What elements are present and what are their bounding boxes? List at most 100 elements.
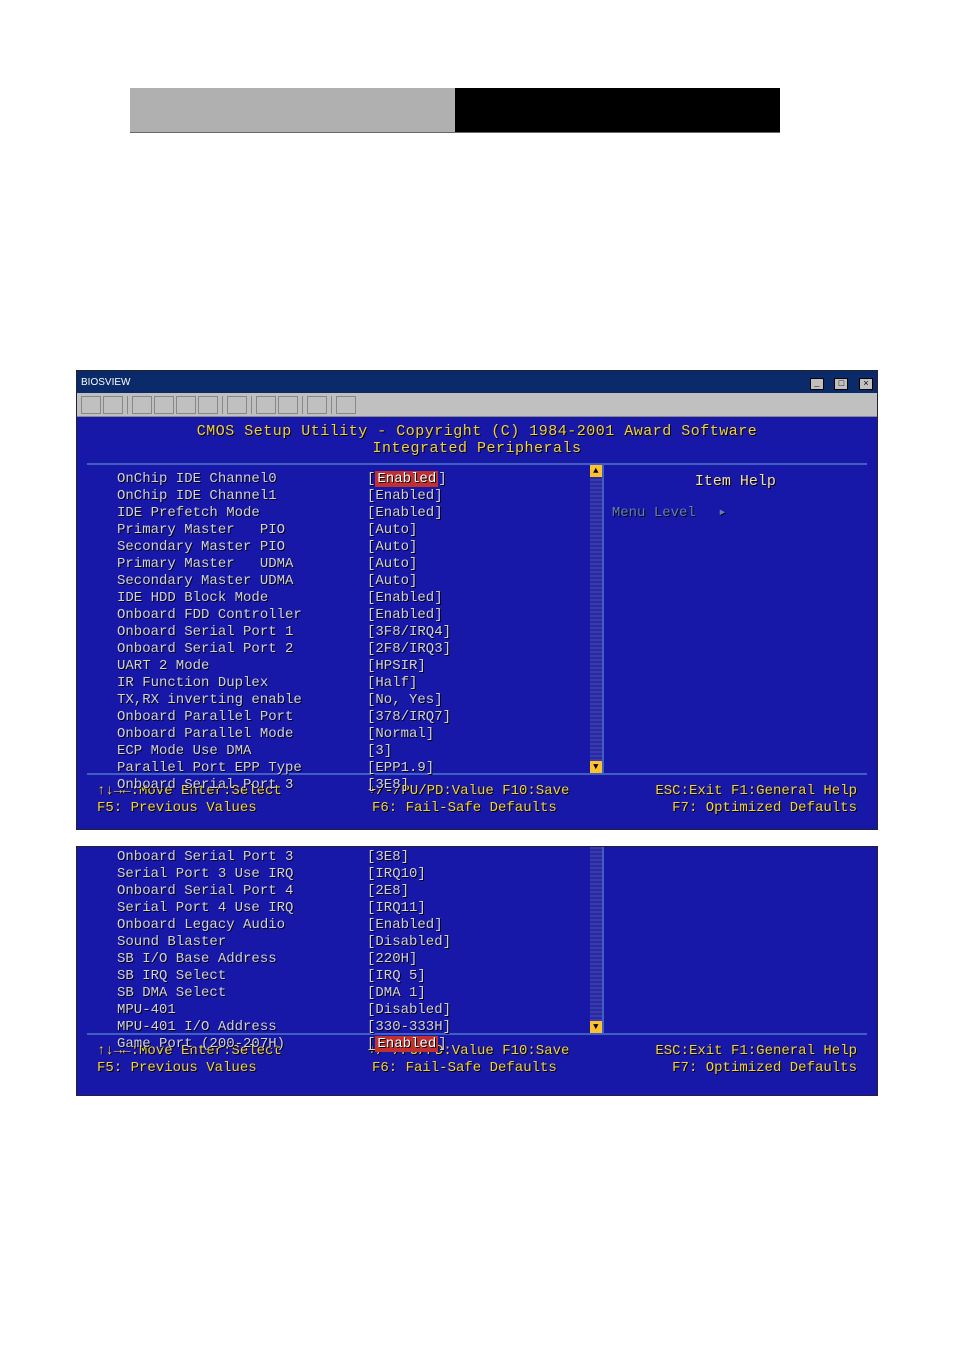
footer-hint: ESC:Exit F1:General Help: [655, 1043, 857, 1060]
menu-level-label: Menu Level: [612, 505, 696, 521]
scroll-down-icon[interactable]: ▼: [590, 1021, 602, 1033]
minimize-button[interactable]: _: [810, 378, 824, 390]
bios-screen: CMOS Setup Utility - Copyright (C) 1984-…: [77, 417, 877, 829]
maximize-button[interactable]: □: [834, 378, 848, 390]
scroll-up-icon[interactable]: ▲: [590, 465, 602, 477]
bios-help-panel: Item Help Menu Level ▸: [602, 465, 867, 773]
footer-hint: F5: Previous Values: [97, 1060, 257, 1077]
toolbar-button[interactable]: [256, 396, 276, 414]
scrollbar[interactable]: ▲ ▼: [590, 465, 602, 773]
setting-row[interactable]: SB DMA Select[DMA 1]: [117, 985, 598, 1002]
setting-row[interactable]: Secondary Master PIO[Auto]: [117, 539, 598, 556]
setting-value: [2F8/IRQ3]: [367, 641, 451, 658]
setting-row[interactable]: Serial Port 4 Use IRQ[IRQ11]: [117, 900, 598, 917]
setting-row[interactable]: Primary Master UDMA[Auto]: [117, 556, 598, 573]
footer-hint: F7: Optimized Defaults: [672, 1060, 857, 1077]
setting-value: [Enabled]: [367, 607, 443, 624]
setting-value: [Disabled]: [367, 1002, 451, 1019]
setting-label: Onboard FDD Controller: [117, 607, 367, 624]
setting-value: [IRQ 5]: [367, 968, 426, 985]
bios-title-line1: CMOS Setup Utility - Copyright (C) 1984-…: [197, 423, 758, 440]
setting-row[interactable]: SB I/O Base Address[220H]: [117, 951, 598, 968]
setting-row[interactable]: IDE Prefetch Mode[Enabled]: [117, 505, 598, 522]
toolbar-button[interactable]: [336, 396, 356, 414]
toolbar-button[interactable]: [227, 396, 247, 414]
bios-content: OnChip IDE Channel0[Enabled]OnChip IDE C…: [87, 463, 867, 775]
scroll-down-icon[interactable]: ▼: [590, 761, 602, 773]
setting-row[interactable]: IDE HDD Block Mode[Enabled]: [117, 590, 598, 607]
setting-label: Primary Master UDMA: [117, 556, 367, 573]
setting-row[interactable]: Onboard Serial Port 3[3E8]: [117, 777, 598, 794]
setting-label: UART 2 Mode: [117, 658, 367, 675]
setting-row[interactable]: Sound Blaster[Disabled]: [117, 934, 598, 951]
setting-label: MPU-401 I/O Address: [117, 1019, 367, 1036]
setting-label: Secondary Master UDMA: [117, 573, 367, 590]
setting-row[interactable]: OnChip IDE Channel1[Enabled]: [117, 488, 598, 505]
scrollbar[interactable]: ▼: [590, 847, 602, 1033]
setting-label: IDE Prefetch Mode: [117, 505, 367, 522]
footer-hint: F7: Optimized Defaults: [672, 800, 857, 817]
setting-row[interactable]: Onboard Legacy Audio[Enabled]: [117, 917, 598, 934]
setting-row[interactable]: Secondary Master UDMA[Auto]: [117, 573, 598, 590]
setting-row[interactable]: MPU-401 I/O Address[330-333H]: [117, 1019, 598, 1036]
setting-value: [IRQ11]: [367, 900, 426, 917]
setting-label: Onboard Parallel Port: [117, 709, 367, 726]
setting-label: Serial Port 4 Use IRQ: [117, 900, 367, 917]
footer-hint: ESC:Exit F1:General Help: [655, 783, 857, 800]
setting-row[interactable]: Onboard Serial Port 2[2F8/IRQ3]: [117, 641, 598, 658]
setting-value: [3F8/IRQ4]: [367, 624, 451, 641]
setting-value: [Disabled]: [367, 934, 451, 951]
setting-label: SB IRQ Select: [117, 968, 367, 985]
setting-row[interactable]: Onboard Serial Port 1[3F8/IRQ4]: [117, 624, 598, 641]
setting-value: [HPSIR]: [367, 658, 426, 675]
setting-label: IR Function Duplex: [117, 675, 367, 692]
footer-hint: F5: Previous Values: [97, 800, 257, 817]
header-band: [130, 88, 780, 133]
setting-row[interactable]: Onboard Parallel Mode[Normal]: [117, 726, 598, 743]
setting-row[interactable]: IR Function Duplex[Half]: [117, 675, 598, 692]
setting-row[interactable]: Primary Master PIO[Auto]: [117, 522, 598, 539]
bios-help-panel-cont: [602, 847, 867, 1033]
setting-value: [Enabled]: [367, 1036, 447, 1053]
toolbar-button[interactable]: [278, 396, 298, 414]
setting-value: [330-333H]: [367, 1019, 451, 1036]
close-button[interactable]: ×: [859, 378, 873, 390]
setting-row[interactable]: Onboard FDD Controller[Enabled]: [117, 607, 598, 624]
setting-label: IDE HDD Block Mode: [117, 590, 367, 607]
setting-value: [Enabled]: [367, 505, 443, 522]
toolbar-button[interactable]: [176, 396, 196, 414]
setting-row[interactable]: Serial Port 3 Use IRQ[IRQ10]: [117, 866, 598, 883]
setting-row[interactable]: Onboard Parallel Port[378/IRQ7]: [117, 709, 598, 726]
setting-row[interactable]: Parallel Port EPP Type[EPP1.9]: [117, 760, 598, 777]
setting-label: Onboard Serial Port 1: [117, 624, 367, 641]
setting-row[interactable]: ECP Mode Use DMA[3]: [117, 743, 598, 760]
setting-value: [3E8]: [367, 777, 409, 794]
setting-row[interactable]: TX,RX inverting enable[No, Yes]: [117, 692, 598, 709]
setting-row[interactable]: MPU-401[Disabled]: [117, 1002, 598, 1019]
toolbar-button[interactable]: [198, 396, 218, 414]
setting-label: Onboard Serial Port 4: [117, 883, 367, 900]
setting-value: [Auto]: [367, 522, 417, 539]
setting-value: [IRQ10]: [367, 866, 426, 883]
window-title: BIOSVIEW: [81, 377, 130, 388]
setting-row[interactable]: Onboard Serial Port 4[2E8]: [117, 883, 598, 900]
bios-content-cont: Onboard Serial Port 3[3E8]Serial Port 3 …: [87, 847, 867, 1035]
toolbar-button[interactable]: [132, 396, 152, 414]
setting-value: [Half]: [367, 675, 417, 692]
toolbar-button[interactable]: [103, 396, 123, 414]
setting-row[interactable]: SB IRQ Select[IRQ 5]: [117, 968, 598, 985]
toolbar-button[interactable]: [81, 396, 101, 414]
setting-label: ECP Mode Use DMA: [117, 743, 367, 760]
window-titlebar[interactable]: BIOSVIEW _ □ ×: [77, 371, 877, 393]
bios-screen-cont: Onboard Serial Port 3[3E8]Serial Port 3 …: [77, 847, 877, 1095]
setting-label: Onboard Parallel Mode: [117, 726, 367, 743]
setting-row[interactable]: Game Port (200-207H)[Enabled]: [117, 1036, 598, 1053]
toolbar-button[interactable]: [154, 396, 174, 414]
menu-level: Menu Level ▸: [612, 504, 859, 521]
setting-row[interactable]: OnChip IDE Channel0[Enabled]: [117, 471, 598, 488]
setting-row[interactable]: UART 2 Mode[HPSIR]: [117, 658, 598, 675]
toolbar-button[interactable]: [307, 396, 327, 414]
setting-row[interactable]: Onboard Serial Port 3[3E8]: [117, 849, 598, 866]
setting-value: [Auto]: [367, 539, 417, 556]
setting-value: [Enabled]: [367, 471, 447, 488]
